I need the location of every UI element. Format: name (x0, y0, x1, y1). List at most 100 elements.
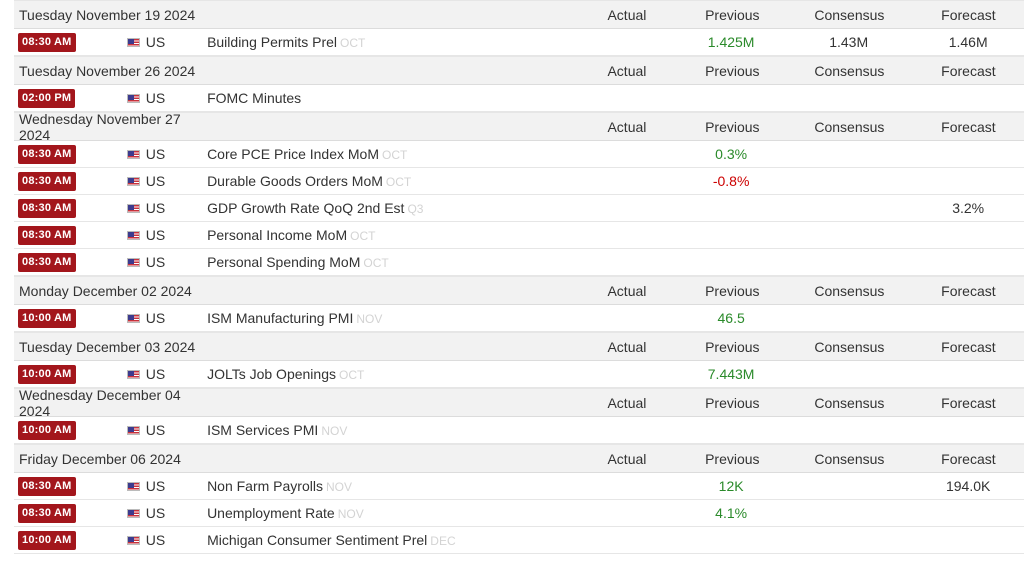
event-name-link[interactable]: JOLTs Job Openings (207, 366, 336, 382)
event-country: US (145, 200, 166, 216)
event-name-link[interactable]: FOMC Minutes (207, 90, 302, 106)
event-name-link[interactable]: GDP Growth Rate QoQ 2nd Est (207, 200, 405, 216)
us-flag-icon (126, 93, 140, 103)
event-row[interactable]: 08:30 AM US Core PCE Price Index MoM OCT … (14, 141, 1024, 168)
us-flag-icon (126, 535, 140, 545)
event-country: US (145, 310, 166, 326)
column-header-previous[interactable]: Previous (705, 118, 760, 135)
event-row[interactable]: 08:30 AM US Personal Spending MoM OCT (14, 249, 1024, 276)
event-country: US (145, 505, 166, 521)
event-row[interactable]: 08:30 AM US Unemployment Rate NOV 4.1% (14, 500, 1024, 527)
event-name-link[interactable]: ISM Services PMI (207, 422, 319, 438)
event-row[interactable]: 08:30 AM US Building Permits Prel OCT 1.4… (14, 29, 1024, 56)
column-header-previous[interactable]: Previous (705, 394, 760, 411)
day-date: Tuesday November 26 2024 (19, 62, 196, 79)
event-period: NOV (325, 480, 352, 494)
column-header-previous[interactable]: Previous (705, 450, 760, 467)
column-header-actual[interactable]: Actual (607, 394, 647, 411)
us-flag-icon (126, 37, 140, 47)
column-header-forecast[interactable]: Forecast (941, 6, 996, 23)
us-flag-icon (126, 481, 140, 491)
event-row[interactable]: 08:30 AM US Non Farm Payrolls NOV 12K 194… (14, 473, 1024, 500)
event-country: US (145, 173, 166, 189)
event-previous: 12K (718, 478, 744, 494)
day-header: Wednesday November 27 2024 Actual Previo… (14, 110, 1024, 143)
event-time-badge: 08:30 AM (18, 226, 76, 245)
event-period: Q3 (407, 202, 424, 216)
event-cell: GDP Growth Rate QoQ 2nd Est Q3 (207, 200, 573, 216)
event-row[interactable]: 02:00 PM US FOMC Minutes (14, 85, 1024, 112)
day-header: Tuesday November 19 2024 Actual Previous… (14, 0, 1024, 29)
event-name-link[interactable]: Durable Goods Orders MoM (207, 173, 383, 189)
event-row[interactable]: 10:00 AM US Michigan Consumer Sentiment … (14, 527, 1024, 554)
us-flag-icon (126, 257, 140, 267)
column-header-actual[interactable]: Actual (607, 62, 647, 79)
column-header-previous[interactable]: Previous (705, 6, 760, 23)
event-period: OCT (363, 256, 389, 270)
column-header-forecast[interactable]: Forecast (941, 118, 996, 135)
event-cell: Michigan Consumer Sentiment Prel DEC (207, 532, 573, 548)
event-row[interactable]: 10:00 AM US JOLTs Job Openings OCT 7.443M (14, 361, 1024, 388)
column-header-forecast[interactable]: Forecast (941, 62, 996, 79)
event-row[interactable]: 08:30 AM US Durable Goods Orders MoM OCT … (14, 168, 1024, 195)
day-date: Friday December 06 2024 (19, 450, 181, 467)
event-row[interactable]: 08:30 AM US GDP Growth Rate QoQ 2nd Est Q… (14, 195, 1024, 222)
event-time-badge: 02:00 PM (18, 89, 76, 108)
column-header-forecast[interactable]: Forecast (941, 394, 996, 411)
event-cell: ISM Manufacturing PMI NOV (207, 310, 573, 326)
event-row[interactable]: 08:30 AM US Personal Income MoM OCT (14, 222, 1024, 249)
event-cell: Non Farm Payrolls NOV (207, 478, 573, 494)
column-header-consensus[interactable]: Consensus (814, 62, 885, 79)
column-header-previous[interactable]: Previous (705, 338, 760, 355)
event-time-badge: 08:30 AM (18, 199, 76, 218)
event-cell: Durable Goods Orders MoM OCT (207, 173, 573, 189)
event-name-link[interactable]: Core PCE Price Index MoM (207, 146, 380, 162)
event-name-link[interactable]: Personal Spending MoM (207, 254, 361, 270)
event-name-link[interactable]: Michigan Consumer Sentiment Prel (207, 532, 428, 548)
column-header-actual[interactable]: Actual (607, 450, 647, 467)
event-forecast: 1.46M (948, 34, 988, 50)
event-time-badge: 08:30 AM (18, 253, 76, 272)
event-name-link[interactable]: Building Permits Prel (207, 34, 337, 50)
column-header-consensus[interactable]: Consensus (814, 282, 885, 299)
event-row[interactable]: 10:00 AM US ISM Services PMI NOV (14, 417, 1024, 444)
event-forecast: 3.2% (952, 200, 985, 216)
event-name-link[interactable]: ISM Manufacturing PMI (207, 310, 354, 326)
day-date: Tuesday November 19 2024 (19, 6, 196, 23)
column-header-actual[interactable]: Actual (607, 6, 647, 23)
day-date: Monday December 02 2024 (19, 282, 192, 299)
day-date: Wednesday November 27 2024 (19, 110, 181, 143)
column-header-actual[interactable]: Actual (607, 282, 647, 299)
column-header-previous[interactable]: Previous (705, 282, 760, 299)
event-row[interactable]: 10:00 AM US ISM Manufacturing PMI NOV 46.… (14, 305, 1024, 332)
event-name-link[interactable]: Unemployment Rate (207, 505, 335, 521)
event-name-link[interactable]: Personal Income MoM (207, 227, 348, 243)
event-time-badge: 10:00 AM (18, 309, 76, 328)
event-time-badge: 08:30 AM (18, 504, 76, 523)
column-header-previous[interactable]: Previous (705, 62, 760, 79)
day-date: Wednesday December 04 2024 (19, 386, 181, 419)
event-period: OCT (340, 36, 366, 50)
event-name-link[interactable]: Non Farm Payrolls (207, 478, 323, 494)
column-header-forecast[interactable]: Forecast (941, 338, 996, 355)
event-period: OCT (350, 229, 376, 243)
day-header: Tuesday November 26 2024 Actual Previous… (14, 56, 1024, 85)
day-header: Wednesday December 04 2024 Actual Previo… (14, 386, 1024, 419)
event-time-badge: 08:30 AM (18, 172, 76, 191)
column-header-actual[interactable]: Actual (607, 118, 647, 135)
column-header-forecast[interactable]: Forecast (941, 450, 996, 467)
column-header-consensus[interactable]: Consensus (814, 394, 885, 411)
column-header-consensus[interactable]: Consensus (814, 450, 885, 467)
event-previous: 46.5 (717, 310, 745, 326)
column-header-consensus[interactable]: Consensus (814, 6, 885, 23)
event-time-badge: 08:30 AM (18, 145, 76, 164)
column-header-forecast[interactable]: Forecast (941, 282, 996, 299)
column-header-consensus[interactable]: Consensus (814, 118, 885, 135)
event-previous: 0.3% (715, 146, 748, 162)
column-header-actual[interactable]: Actual (607, 338, 647, 355)
event-country: US (145, 366, 166, 382)
event-country: US (145, 422, 166, 438)
column-header-consensus[interactable]: Consensus (814, 338, 885, 355)
event-cell: JOLTs Job Openings OCT (207, 366, 573, 382)
event-country: US (145, 254, 166, 270)
